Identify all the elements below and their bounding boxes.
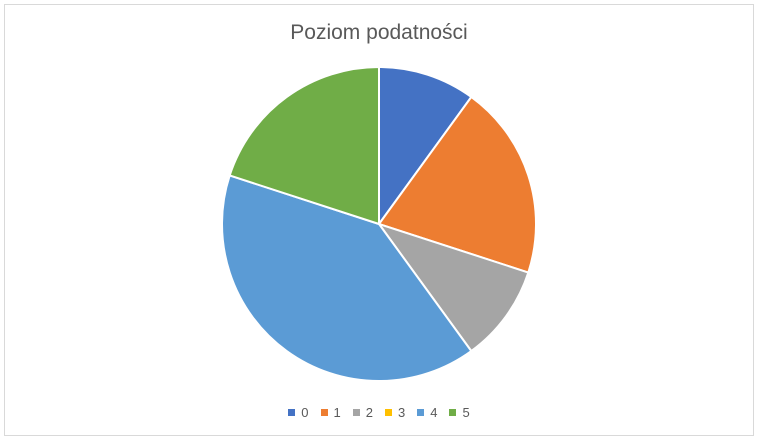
legend-swatch-2 — [352, 409, 360, 416]
legend-swatch-1 — [320, 409, 328, 416]
pie-chart — [221, 66, 537, 382]
legend-label-4: 4 — [430, 405, 438, 420]
legend-swatch-5 — [449, 409, 457, 416]
legend-label-3: 3 — [398, 405, 406, 420]
pie-slice-1 — [378, 95, 537, 274]
chart-title: Poziom podatności — [290, 21, 468, 44]
legend-swatch-4 — [417, 409, 425, 416]
pie-slice-5 — [228, 66, 380, 225]
legend-item-1: 1 — [320, 405, 341, 420]
legend-swatch-0 — [288, 409, 296, 416]
legend-swatch-3 — [385, 409, 392, 416]
legend-label-5: 5 — [462, 405, 470, 420]
legend-item-4: 4 — [417, 405, 437, 420]
legend-item-3: 3 — [385, 405, 405, 420]
legend-label-0: 0 — [301, 405, 309, 420]
legend-label-2: 2 — [365, 405, 373, 420]
pie-slice-2 — [378, 223, 530, 353]
chart-frame: Poziom podatności 0 1 2 3 4 5 — [4, 4, 754, 436]
legend-item-0: 0 — [288, 405, 309, 420]
legend-item-2: 2 — [352, 405, 373, 420]
chart-legend: 0 1 2 3 4 5 — [5, 405, 753, 420]
legend-item-5: 5 — [449, 405, 470, 420]
pie-slice-4 — [221, 174, 473, 382]
legend-label-1: 1 — [333, 405, 341, 420]
pie-slice-0 — [378, 66, 473, 225]
